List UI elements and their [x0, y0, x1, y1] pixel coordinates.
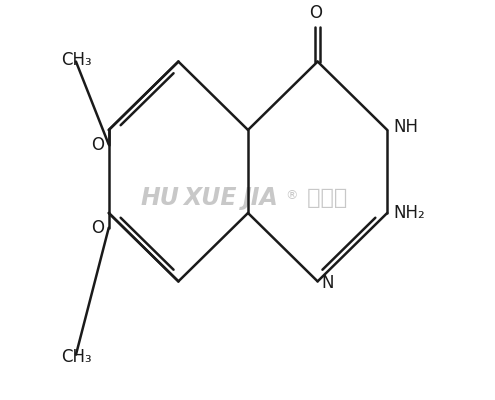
- Text: CH₃: CH₃: [61, 348, 91, 366]
- Text: O: O: [91, 136, 104, 154]
- Text: CH₃: CH₃: [61, 51, 91, 69]
- Text: N: N: [322, 274, 334, 292]
- Text: O: O: [91, 219, 104, 237]
- Text: ®: ®: [285, 189, 297, 202]
- Text: XUE: XUE: [183, 186, 237, 210]
- Text: HU: HU: [141, 186, 180, 210]
- Text: NH₂: NH₂: [393, 204, 425, 222]
- Text: 化学加: 化学加: [299, 188, 347, 208]
- Text: JIA: JIA: [243, 186, 279, 210]
- Text: O: O: [309, 4, 322, 22]
- Text: NH: NH: [393, 118, 418, 136]
